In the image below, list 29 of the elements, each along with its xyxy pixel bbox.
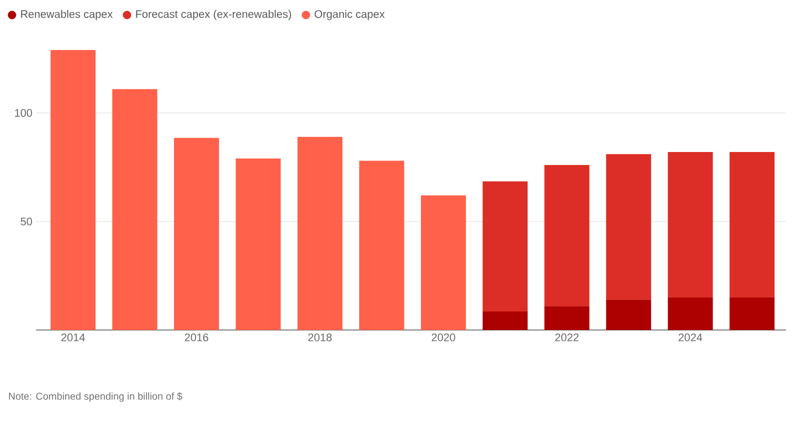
legend-label: Forecast capex (ex-renewables) (136, 10, 292, 20)
bar (730, 152, 775, 298)
bar (544, 306, 590, 330)
x-tick-label: 2014 (61, 334, 85, 342)
legend-label: Renewables capex (21, 10, 113, 20)
x-tick-label: 2022 (555, 334, 579, 342)
y-tick-label: 100 (15, 109, 32, 117)
bar (359, 160, 404, 330)
x-tick-label: 2020 (432, 334, 456, 342)
x-tick-label: 2016 (184, 334, 208, 342)
bar (730, 297, 775, 330)
bar (50, 50, 96, 330)
bar (544, 165, 590, 306)
legend-label: Organic capex (314, 10, 385, 20)
x-tick-label: 2018 (308, 334, 332, 342)
x-tick-label: 2024 (678, 334, 702, 342)
y-tick-label: 50 (20, 218, 32, 226)
bar (482, 181, 528, 312)
bar (420, 195, 466, 330)
bar (482, 312, 528, 330)
bar (668, 297, 713, 330)
bar (236, 158, 281, 330)
text: Note: Combined spending in billion of $ (9, 392, 182, 402)
bar (606, 154, 652, 300)
bar (297, 136, 342, 330)
bar (606, 300, 652, 330)
bar (174, 138, 219, 330)
bar (668, 152, 713, 298)
bar (112, 89, 158, 330)
